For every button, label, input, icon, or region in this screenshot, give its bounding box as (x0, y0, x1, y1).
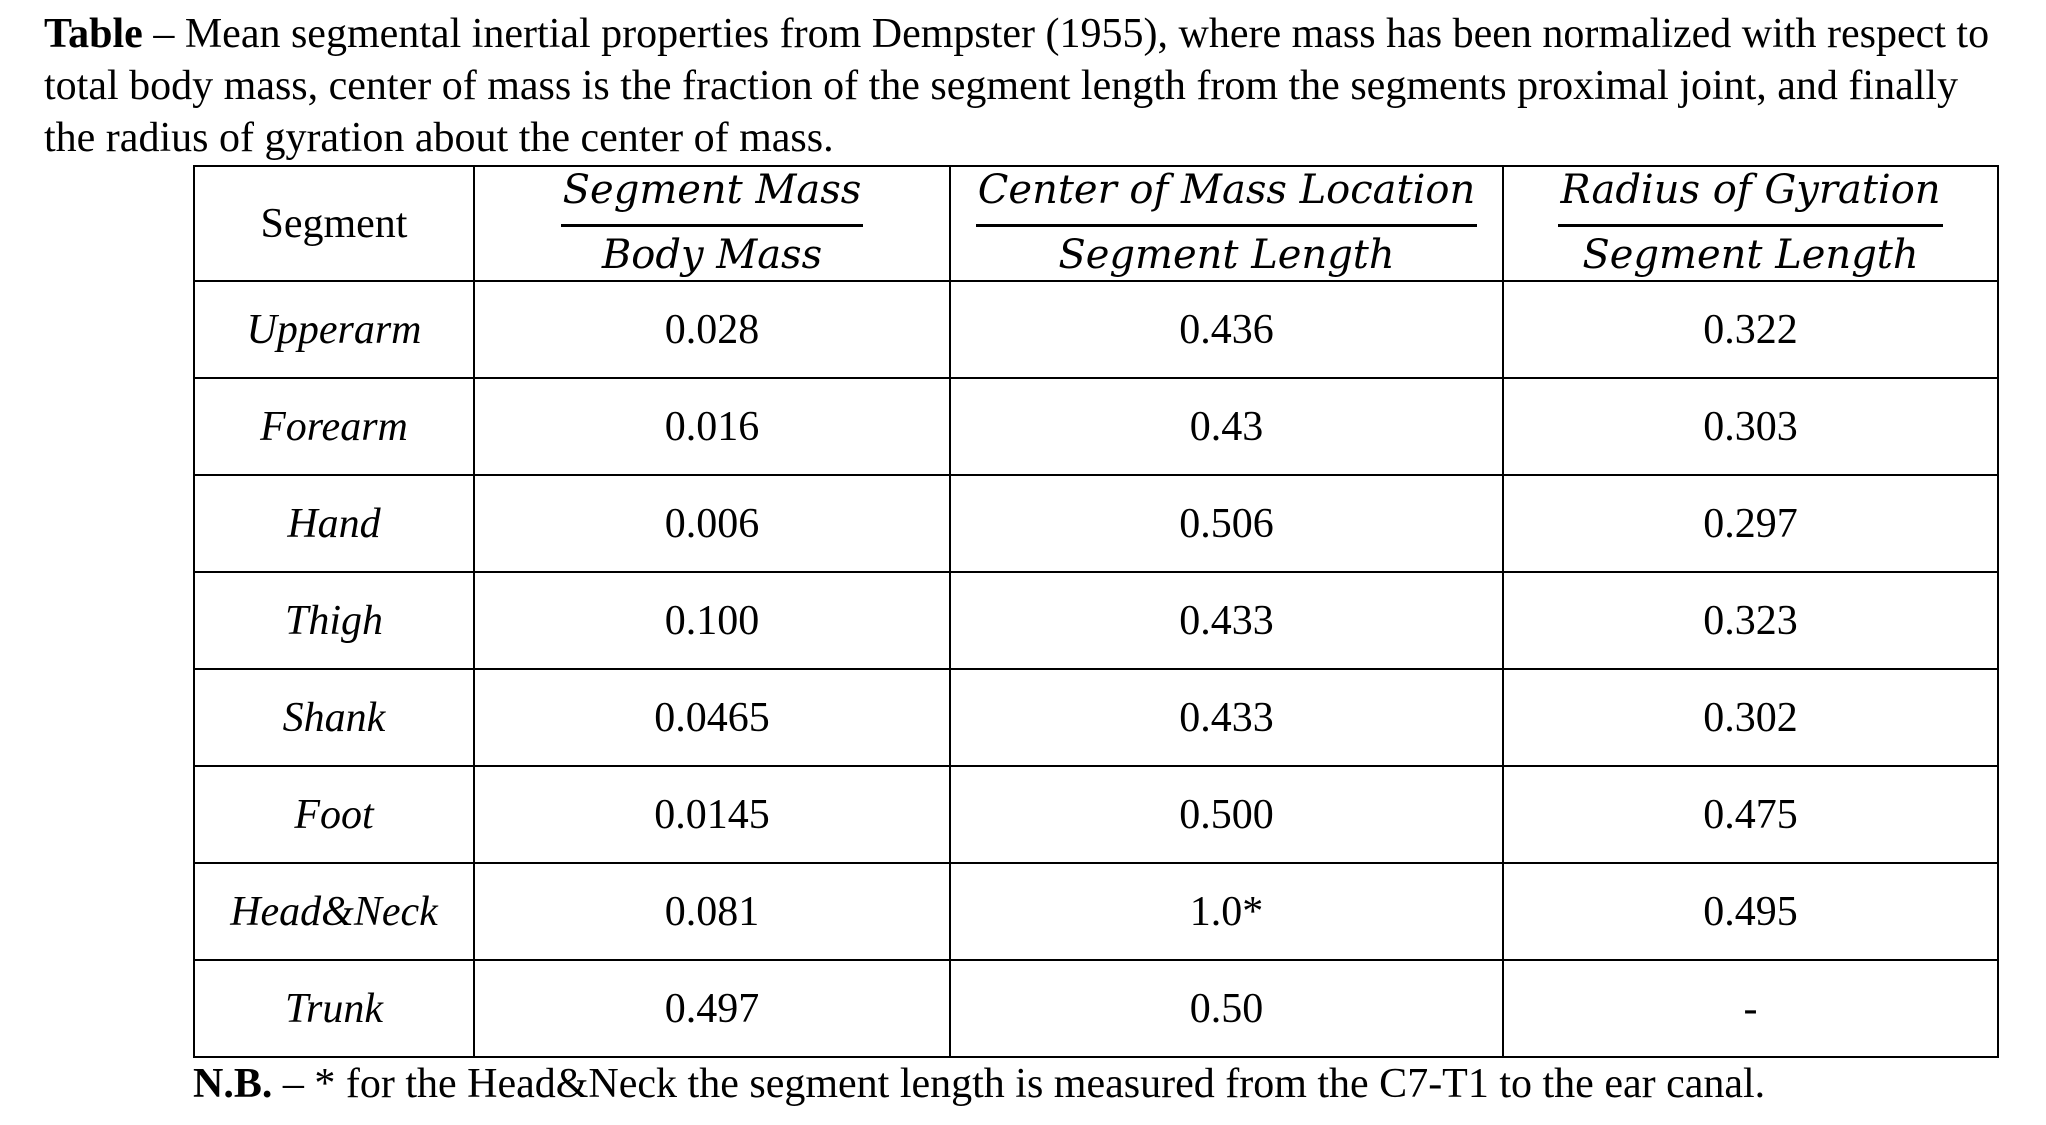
segment-mass-value: 0.081 (473, 862, 951, 961)
table-row: Shank 0.0465 0.433 0.302 (193, 668, 1999, 767)
table-row: Forearm 0.016 0.43 0.303 (193, 377, 1999, 476)
header-radius-of-gyration: Radius of Gyration Segment Length (1502, 165, 1999, 282)
footnote-label: N.B. (193, 1061, 273, 1107)
segment-name: Hand (193, 474, 475, 573)
segment-name: Upperarm (193, 280, 475, 379)
segment-name: Head&Neck (193, 862, 475, 961)
table-row: Upperarm 0.028 0.436 0.322 (193, 280, 1999, 379)
footnote: N.B. – * for the Head&Neck the segment l… (193, 1058, 1765, 1110)
radius-of-gyration-value: - (1502, 959, 1999, 1058)
radius-of-gyration-value: 0.475 (1502, 765, 1999, 864)
radius-of-gyration-value: 0.322 (1502, 280, 1999, 379)
table-caption: Table – Mean segmental inertial properti… (44, 8, 2004, 164)
radius-of-gyration-value: 0.303 (1502, 377, 1999, 476)
center-of-mass-value: 0.43 (949, 377, 1504, 476)
gyration-numerator: Radius of Gyration (1558, 168, 1943, 227)
com-denominator: Segment Length (1058, 232, 1395, 278)
segment-mass-value: 0.497 (473, 959, 951, 1058)
segment-mass-value: 0.100 (473, 571, 951, 670)
table-row: Foot 0.0145 0.500 0.475 (193, 765, 1999, 864)
com-fraction: Center of Mass Location Segment Length (975, 168, 1478, 278)
mass-numerator: Segment Mass (560, 168, 864, 227)
center-of-mass-value: 1.0* (949, 862, 1504, 961)
table-row: Head&Neck 0.081 1.0* 0.495 (193, 862, 1999, 961)
header-segment: Segment (193, 165, 475, 282)
center-of-mass-value: 0.436 (949, 280, 1504, 379)
radius-of-gyration-value: 0.495 (1502, 862, 1999, 961)
segment-name: Forearm (193, 377, 475, 476)
footnote-text: – * for the Head&Neck the segment length… (272, 1061, 1766, 1107)
table-row: Thigh 0.100 0.433 0.323 (193, 571, 1999, 670)
radius-of-gyration-value: 0.323 (1502, 571, 1999, 670)
segment-mass-value: 0.006 (473, 474, 951, 573)
segment-name: Thigh (193, 571, 475, 670)
header-center-of-mass: Center of Mass Location Segment Length (949, 165, 1504, 282)
center-of-mass-value: 0.433 (949, 668, 1504, 767)
table-row: Trunk 0.497 0.50 - (193, 959, 1999, 1058)
table-row: Hand 0.006 0.506 0.297 (193, 474, 1999, 573)
caption-label: Table (44, 11, 143, 57)
com-numerator: Center of Mass Location (975, 168, 1478, 227)
gyration-fraction: Radius of Gyration Segment Length (1558, 168, 1943, 278)
segment-mass-value: 0.0465 (473, 668, 951, 767)
header-row: Segment Segment Mass Body Mass Center of… (193, 165, 1999, 282)
radius-of-gyration-value: 0.302 (1502, 668, 1999, 767)
segment-properties-table: Segment Segment Mass Body Mass Center of… (193, 165, 1999, 1058)
caption-text: – Mean segmental inertial properties fro… (44, 11, 1990, 161)
segment-name: Foot (193, 765, 475, 864)
mass-fraction: Segment Mass Body Mass (560, 168, 864, 278)
segment-mass-value: 0.016 (473, 377, 951, 476)
mass-denominator: Body Mass (601, 232, 823, 278)
header-segment-mass: Segment Mass Body Mass (473, 165, 951, 282)
center-of-mass-value: 0.50 (949, 959, 1504, 1058)
center-of-mass-value: 0.433 (949, 571, 1504, 670)
center-of-mass-value: 0.500 (949, 765, 1504, 864)
radius-of-gyration-value: 0.297 (1502, 474, 1999, 573)
segment-name: Shank (193, 668, 475, 767)
gyration-denominator: Segment Length (1582, 232, 1919, 278)
segment-mass-value: 0.028 (473, 280, 951, 379)
segment-name: Trunk (193, 959, 475, 1058)
center-of-mass-value: 0.506 (949, 474, 1504, 573)
segment-mass-value: 0.0145 (473, 765, 951, 864)
